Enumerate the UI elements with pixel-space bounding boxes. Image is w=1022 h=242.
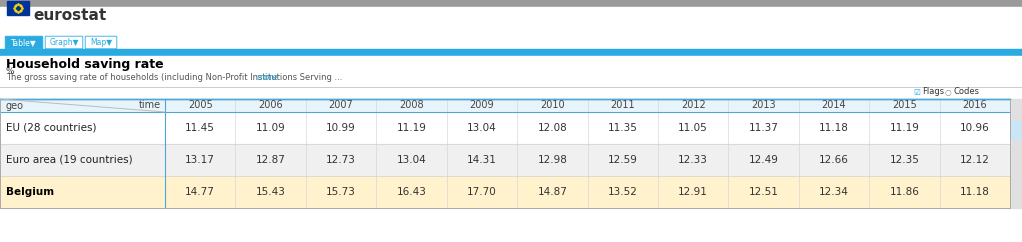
Text: 12.35: 12.35 (889, 155, 920, 165)
Text: eurostat: eurostat (33, 8, 106, 23)
Bar (1011, 121, 1021, 139)
Text: Graph▼: Graph▼ (49, 38, 79, 47)
Text: 15.43: 15.43 (256, 187, 285, 197)
Text: %: % (6, 67, 14, 76)
Text: 12.66: 12.66 (819, 155, 849, 165)
Text: 12.51: 12.51 (748, 187, 779, 197)
Text: 12.98: 12.98 (538, 155, 567, 165)
Text: 11.45: 11.45 (185, 123, 216, 133)
Bar (0, 87, 1022, 99)
FancyBboxPatch shape (85, 36, 117, 49)
Text: 12.08: 12.08 (538, 123, 567, 133)
Text: 11.05: 11.05 (679, 123, 708, 133)
Text: 14.31: 14.31 (467, 155, 497, 165)
Text: 2006: 2006 (259, 100, 283, 111)
Bar (1010, 99, 1022, 208)
Text: 12.91: 12.91 (679, 187, 708, 197)
Text: 2012: 2012 (681, 100, 705, 111)
Text: 12.59: 12.59 (608, 155, 638, 165)
Text: 2009: 2009 (469, 100, 495, 111)
Text: 11.37: 11.37 (748, 123, 779, 133)
Text: 2010: 2010 (540, 100, 564, 111)
Text: 12.73: 12.73 (326, 155, 356, 165)
Text: 11.18: 11.18 (960, 187, 989, 197)
Text: Belgium: Belgium (6, 187, 54, 197)
Text: 13.17: 13.17 (185, 155, 216, 165)
FancyBboxPatch shape (45, 36, 83, 49)
Bar (0, 112, 1010, 144)
Bar (0, 176, 1010, 208)
Bar (0, 37, 1022, 49)
Text: 14.87: 14.87 (538, 187, 567, 197)
Text: Euro area (19 countries): Euro area (19 countries) (6, 155, 133, 165)
Text: ○: ○ (945, 88, 951, 97)
Text: 2005: 2005 (188, 100, 213, 111)
Text: Codes: Codes (953, 88, 979, 97)
Text: 13.52: 13.52 (608, 187, 638, 197)
Bar (0, 56, 1022, 87)
Bar (0, 49, 1022, 56)
Text: time: time (139, 100, 161, 110)
Text: 11.86: 11.86 (889, 187, 920, 197)
Text: Table▼: Table▼ (11, 38, 37, 47)
Text: 2015: 2015 (892, 100, 917, 111)
Text: 11.35: 11.35 (608, 123, 638, 133)
Bar (0, 99, 1010, 112)
Text: EU (28 countries): EU (28 countries) (6, 123, 96, 133)
Text: 10.96: 10.96 (960, 123, 989, 133)
Text: 12.33: 12.33 (679, 155, 708, 165)
Text: ☑: ☑ (913, 88, 920, 97)
Text: 11.09: 11.09 (256, 123, 285, 133)
Text: 2007: 2007 (329, 100, 354, 111)
Text: 14.77: 14.77 (185, 187, 216, 197)
Text: 16.43: 16.43 (397, 187, 426, 197)
Text: 12.49: 12.49 (748, 155, 779, 165)
FancyBboxPatch shape (5, 36, 43, 49)
Text: 11.19: 11.19 (889, 123, 920, 133)
Text: 12.12: 12.12 (960, 155, 989, 165)
Text: 12.34: 12.34 (819, 187, 849, 197)
Text: The gross saving rate of households (including Non-Profit Institutions Serving .: The gross saving rate of households (inc… (6, 73, 342, 82)
Text: 10.99: 10.99 (326, 123, 356, 133)
Bar (0, 7, 1022, 37)
Bar (7, 1, 29, 15)
Text: 2014: 2014 (822, 100, 846, 111)
Text: 13.04: 13.04 (467, 123, 497, 133)
Text: 2008: 2008 (400, 100, 424, 111)
Text: Flags: Flags (922, 88, 944, 97)
Text: Map▼: Map▼ (90, 38, 112, 47)
Text: more: more (257, 73, 278, 82)
Text: 12.87: 12.87 (256, 155, 285, 165)
Text: 2013: 2013 (751, 100, 776, 111)
Text: 15.73: 15.73 (326, 187, 356, 197)
Text: 11.18: 11.18 (819, 123, 849, 133)
Text: 13.04: 13.04 (397, 155, 426, 165)
Text: 17.70: 17.70 (467, 187, 497, 197)
Text: geo: geo (5, 101, 24, 111)
Text: Household saving rate: Household saving rate (6, 58, 164, 71)
Text: 11.19: 11.19 (397, 123, 426, 133)
Text: 2011: 2011 (610, 100, 635, 111)
Bar (0, 144, 1010, 176)
Bar (0, 0, 1022, 7)
Text: 2016: 2016 (963, 100, 987, 111)
